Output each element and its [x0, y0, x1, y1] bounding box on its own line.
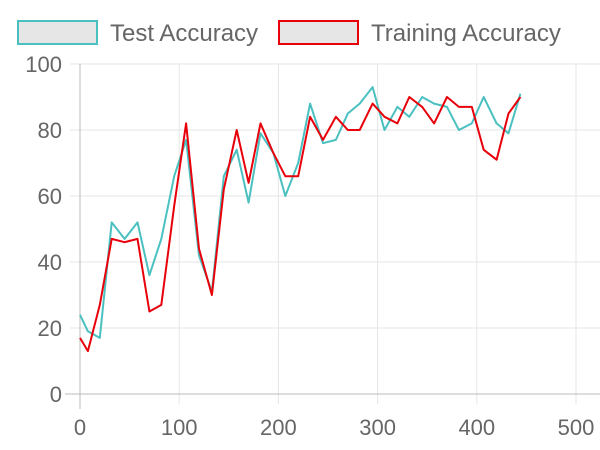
- x-tick-label: 100: [161, 415, 198, 440]
- legend-item-training-accuracy[interactable]: Training Accuracy: [278, 20, 561, 47]
- legend-label-training-accuracy: Training Accuracy: [371, 20, 561, 47]
- y-tick-label: 100: [25, 52, 62, 77]
- x-tick-label: 300: [359, 415, 396, 440]
- legend-swatch-training-accuracy: [278, 20, 359, 45]
- x-tick-label: 200: [260, 415, 297, 440]
- series-lines: [79, 86, 522, 353]
- x-tick-label: 500: [558, 415, 595, 440]
- series-line-training-accuracy: [79, 96, 522, 353]
- series-line-test-accuracy: [79, 86, 522, 339]
- legend-label-test-accuracy: Test Accuracy: [110, 20, 258, 47]
- x-tick-label: 400: [458, 415, 495, 440]
- y-tick-label: 80: [38, 118, 62, 143]
- x-tick-label: 0: [74, 415, 86, 440]
- y-tick-label: 40: [38, 250, 62, 275]
- legend-item-test-accuracy[interactable]: Test Accuracy: [17, 20, 258, 47]
- y-tick-label: 60: [38, 184, 62, 209]
- legend[interactable]: Test Accuracy Training Accuracy: [17, 20, 561, 47]
- axes: [65, 64, 600, 409]
- x-tick-labels: 0 100 200 300 400 500: [74, 415, 594, 440]
- legend-swatch-test-accuracy: [17, 20, 98, 45]
- y-tick-label: 0: [50, 382, 62, 407]
- grid-lines: [70, 63, 600, 404]
- y-tick-labels: 0 20 40 60 80 100: [25, 52, 62, 407]
- y-tick-label: 20: [38, 316, 62, 341]
